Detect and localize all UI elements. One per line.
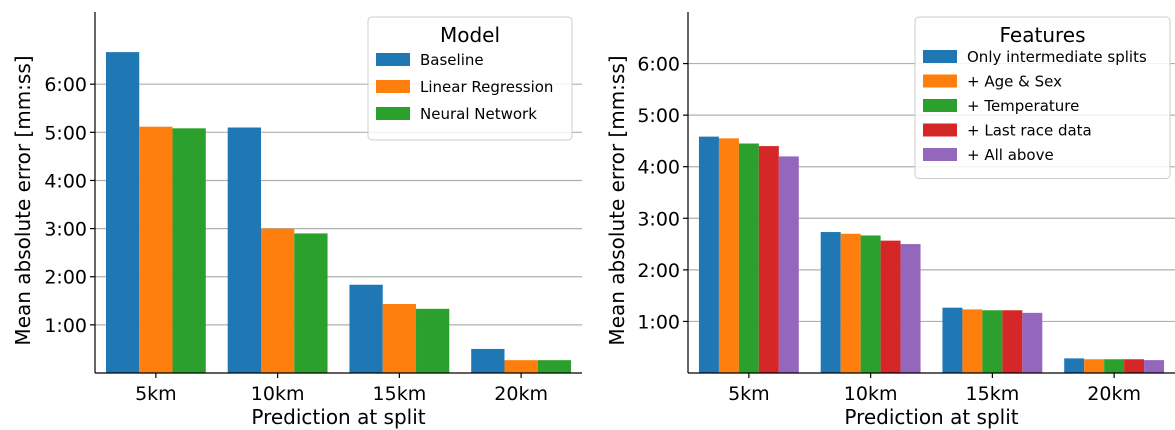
y-tick-label: 2:00 (44, 267, 87, 289)
bar-2-4-10km (880, 240, 901, 373)
x-tick-label: 20km (1087, 383, 1141, 405)
legend-label-2: + Age & Sex (967, 73, 1062, 91)
x-tick-label: 5km (728, 383, 770, 405)
y-tick-label: 5:00 (44, 122, 87, 144)
bar-2-5-20km (1144, 360, 1165, 373)
y-tick-label: 4:00 (44, 170, 87, 192)
legend-label-1: Only intermediate splits (967, 48, 1147, 66)
x-tick-label: 10km (251, 383, 305, 405)
bar-1-2-15km (382, 304, 417, 373)
legend-swatch-1 (923, 50, 957, 63)
bar-2-1-5km (698, 136, 719, 373)
bar-2-4-20km (1124, 359, 1145, 373)
bar-2-3-10km (860, 235, 881, 373)
bar-1-2-20km (504, 360, 538, 373)
legend-label-4: + Last race data (967, 122, 1092, 140)
bar-2-1-15km (942, 307, 963, 373)
legend-label-2: Linear Regression (420, 78, 553, 96)
y-axis-title: Mean absolute error [mm:ss] (11, 55, 35, 345)
legend-label-3: + Temperature (967, 97, 1079, 115)
x-tick-label: 20km (494, 383, 548, 405)
x-tick-label: 15km (373, 383, 427, 405)
bar-2-2-15km (962, 309, 983, 373)
bar-1-3-5km (172, 128, 206, 373)
bar-2-5-5km (778, 156, 799, 373)
x-tick-label: 15km (966, 383, 1020, 405)
y-axis-title: Mean absolute error [mm:ss] (605, 55, 629, 345)
bar-2-2-10km (840, 233, 861, 373)
bar-2-5-10km (900, 244, 921, 373)
bar-1-1-10km (227, 127, 261, 374)
bar-2-1-20km (1064, 358, 1085, 373)
bar-1-1-20km (471, 348, 505, 373)
bar-1-1-5km (105, 52, 140, 373)
x-axis-title: Prediction at split (844, 405, 1018, 429)
legend-swatch-2 (376, 80, 410, 93)
bar-2-2-20km (1084, 359, 1105, 373)
legend-label-3: Neural Network (420, 105, 537, 123)
x-tick-label: 5km (135, 383, 177, 405)
y-tick-label: 2:00 (637, 260, 680, 282)
legend-swatch-1 (376, 53, 410, 66)
bar-2-4-5km (758, 146, 779, 373)
y-tick-label: 3:00 (44, 219, 87, 241)
bar-2-3-20km (1104, 359, 1125, 373)
y-tick-label: 4:00 (637, 157, 680, 179)
legend-swatch-4 (923, 123, 957, 137)
legend-swatch-3 (376, 107, 410, 120)
legend-swatch-5 (923, 148, 957, 161)
y-tick-label: 6:00 (637, 54, 680, 76)
legend-title: Model (440, 23, 500, 47)
bar-1-3-15km (416, 308, 450, 373)
bar-1-2-5km (139, 126, 173, 374)
bar-1-3-10km (294, 233, 328, 373)
legend-box (914, 16, 1171, 179)
legend-swatch-2 (923, 74, 957, 88)
y-tick-label: 1:00 (637, 311, 680, 333)
bar-2-3-5km (738, 143, 759, 373)
bar-1-3-20km (537, 360, 572, 373)
bar-2-4-15km (1002, 310, 1023, 373)
bar-2-2-5km (718, 138, 739, 373)
legend-label-5: + All above (967, 146, 1054, 164)
legend-swatch-3 (923, 99, 957, 112)
bar-2-3-15km (982, 310, 1003, 373)
bar-2-5-15km (1022, 312, 1043, 373)
y-tick-label: 5:00 (637, 105, 680, 127)
legend-box (367, 16, 573, 141)
y-tick-label: 6:00 (44, 74, 87, 96)
bar-1-2-10km (260, 228, 295, 373)
legend-label-1: Baseline (420, 51, 484, 69)
bar-2-1-10km (820, 232, 841, 373)
y-tick-label: 1:00 (44, 315, 87, 337)
bar-1-1-15km (349, 284, 383, 373)
y-tick-label: 3:00 (637, 208, 680, 230)
x-axis-title: Prediction at split (251, 405, 425, 429)
x-tick-label: 10km (844, 383, 898, 405)
legend-title: Features (1000, 23, 1086, 47)
